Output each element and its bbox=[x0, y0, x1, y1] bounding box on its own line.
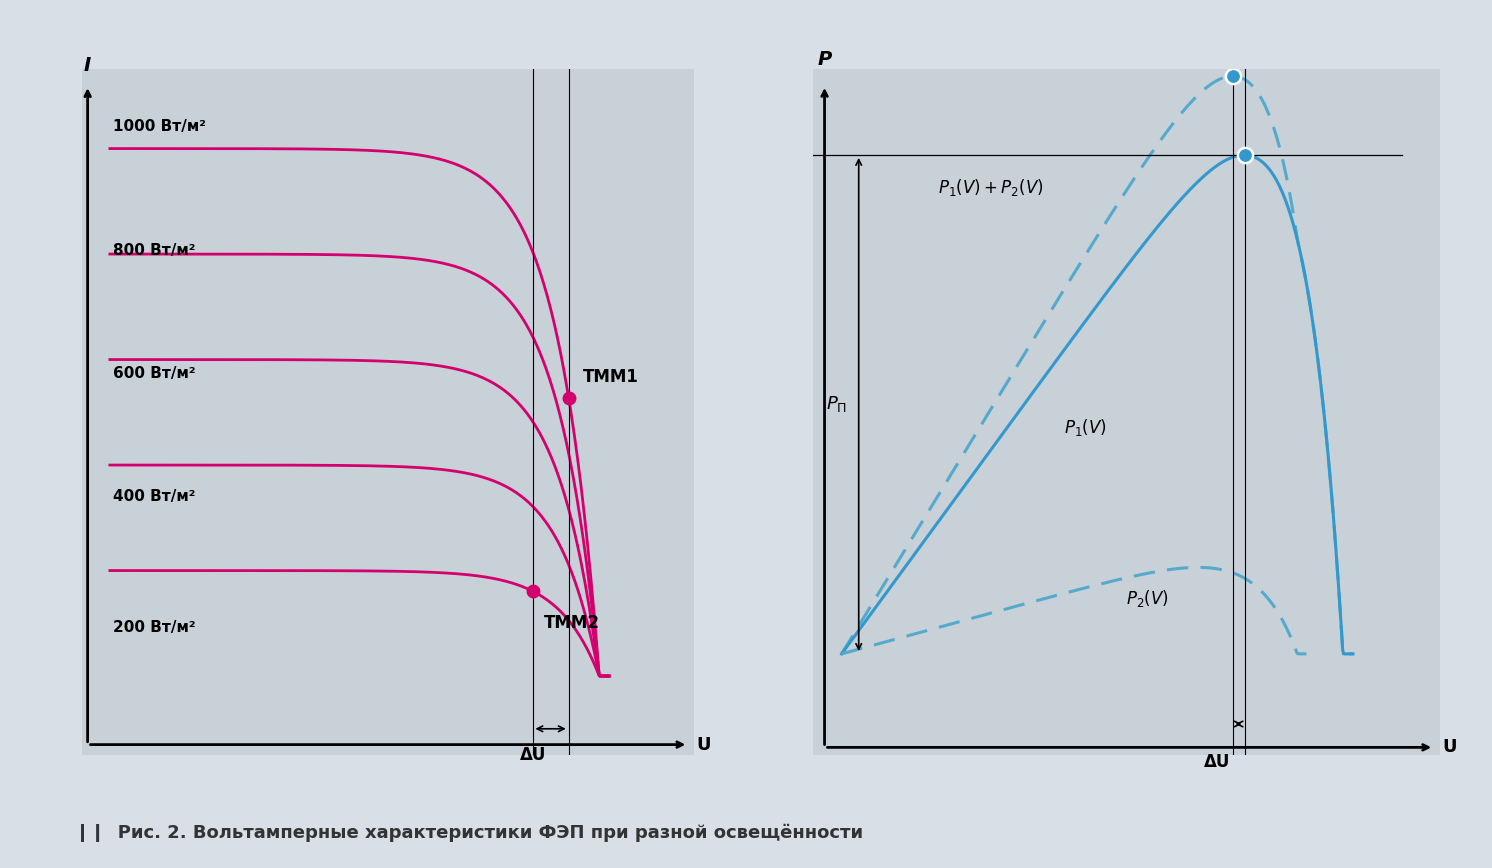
Text: 200 Вт/м²: 200 Вт/м² bbox=[113, 620, 195, 635]
Text: ΔU: ΔU bbox=[521, 746, 546, 765]
Text: $P_2(V)$: $P_2(V)$ bbox=[1126, 589, 1170, 609]
Text: 1000 Вт/м²: 1000 Вт/м² bbox=[113, 119, 206, 135]
Text: ΔU: ΔU bbox=[1204, 753, 1231, 771]
Text: ТММ1: ТММ1 bbox=[582, 368, 639, 386]
Text: I: I bbox=[84, 56, 91, 75]
Text: 800 Вт/м²: 800 Вт/м² bbox=[113, 242, 195, 258]
Text: 600 Вт/м²: 600 Вт/м² bbox=[113, 366, 195, 381]
Text: U: U bbox=[697, 735, 712, 753]
Text: P: P bbox=[818, 50, 831, 69]
Text: $P_1(V) + P_2(V)$: $P_1(V) + P_2(V)$ bbox=[938, 177, 1044, 198]
Text: ТММ2: ТММ2 bbox=[543, 614, 600, 632]
Text: U: U bbox=[1443, 739, 1458, 756]
Text: $P_1(V)$: $P_1(V)$ bbox=[1064, 417, 1107, 437]
Text: 400 Вт/м²: 400 Вт/м² bbox=[113, 490, 195, 504]
Text: ❙❙  Рис. 2. Вольтамперные характеристики ФЭП при разной освещённости: ❙❙ Рис. 2. Вольтамперные характеристики … bbox=[75, 824, 862, 842]
Text: $P_{\Pi}$: $P_{\Pi}$ bbox=[827, 394, 847, 414]
